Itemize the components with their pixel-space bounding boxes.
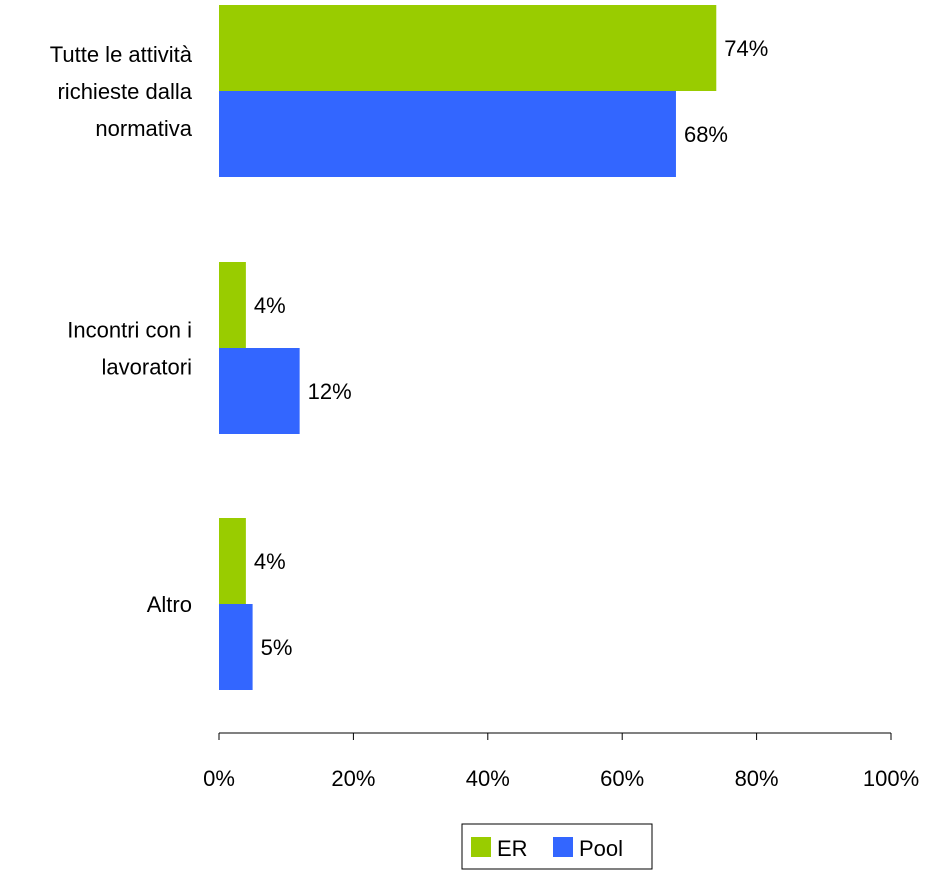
category-label-0-1: richieste dalla (57, 79, 192, 104)
legend-swatch-pool (553, 837, 573, 857)
bar-er-2 (219, 518, 246, 604)
x-tick-label-2: 40% (466, 766, 510, 791)
legend-label-pool: Pool (579, 836, 623, 861)
bar-er-0 (219, 5, 717, 91)
bar-pool-0 (219, 91, 676, 177)
data-label-pool-0: 68% (684, 122, 728, 147)
legend-swatch-er (471, 837, 491, 857)
data-label-er-0: 74% (724, 36, 768, 61)
x-tick-label-1: 20% (331, 766, 375, 791)
x-tick-label-4: 80% (735, 766, 779, 791)
bar-pool-1 (219, 348, 300, 434)
category-label-1-0: Incontri con i (67, 318, 192, 343)
legend-label-er: ER (497, 836, 528, 861)
bar-er-1 (219, 262, 246, 348)
category-label-1-1: lavoratori (102, 355, 192, 380)
data-label-er-1: 4% (254, 293, 286, 318)
bar-pool-2 (219, 604, 253, 690)
data-label-pool-1: 12% (308, 379, 352, 404)
category-label-0-0: Tutte le attività (50, 42, 193, 67)
x-tick-label-0: 0% (203, 766, 235, 791)
category-label-2-0: Altro (147, 592, 192, 617)
x-tick-label-3: 60% (600, 766, 644, 791)
data-label-pool-2: 5% (261, 635, 293, 660)
category-label-0-2: normativa (95, 116, 192, 141)
data-label-er-2: 4% (254, 549, 286, 574)
x-tick-label-5: 100% (863, 766, 919, 791)
